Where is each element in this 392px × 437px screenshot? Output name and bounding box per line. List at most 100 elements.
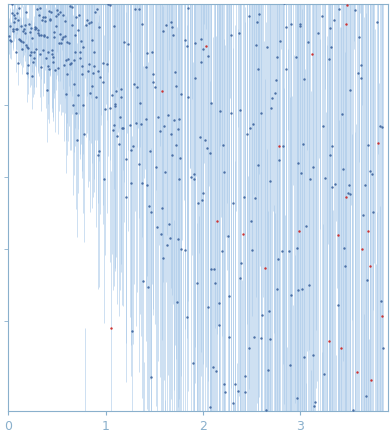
Point	[213, 368, 219, 375]
Point	[134, 83, 140, 90]
Point	[210, 364, 216, 371]
Point	[236, 29, 242, 36]
Point	[230, 199, 236, 206]
Point	[72, 49, 78, 55]
Point	[57, 30, 63, 37]
Point	[167, 235, 173, 242]
Point	[195, 200, 201, 207]
Point	[155, 114, 162, 121]
Point	[7, 22, 13, 29]
Point	[29, 34, 36, 41]
Point	[74, 136, 80, 143]
Point	[69, 3, 76, 10]
Point	[219, 247, 225, 254]
Point	[67, 3, 73, 10]
Point	[92, 8, 98, 15]
Point	[200, 45, 206, 52]
Point	[227, 31, 234, 38]
Point	[31, 55, 37, 62]
Point	[283, 24, 289, 31]
Point	[39, 16, 45, 23]
Point	[32, 24, 38, 31]
Point	[294, 245, 300, 252]
Point	[12, 14, 18, 21]
Point	[329, 183, 336, 190]
Point	[165, 112, 171, 119]
Point	[47, 16, 53, 23]
Point	[167, 131, 174, 138]
Point	[73, 13, 79, 20]
Point	[205, 53, 211, 60]
Point	[130, 142, 136, 149]
Point	[294, 395, 300, 402]
Point	[266, 308, 272, 315]
Point	[11, 18, 17, 25]
Point	[100, 59, 107, 66]
Point	[147, 374, 154, 381]
Point	[127, 121, 133, 128]
Point	[27, 28, 33, 35]
Point	[310, 352, 316, 359]
Point	[160, 27, 166, 34]
Point	[36, 11, 42, 18]
Point	[344, 1, 350, 8]
Point	[38, 31, 45, 38]
Point	[185, 5, 191, 12]
Point	[85, 61, 92, 68]
Point	[9, 28, 16, 35]
Point	[214, 218, 220, 225]
Point	[178, 245, 185, 252]
Point	[377, 122, 383, 129]
Point	[28, 25, 34, 32]
Point	[7, 37, 14, 44]
Point	[254, 19, 260, 26]
Point	[136, 6, 142, 13]
Point	[14, 9, 20, 16]
Point	[274, 54, 281, 61]
Point	[40, 46, 46, 53]
Point	[133, 120, 139, 127]
Point	[8, 1, 15, 8]
Point	[369, 171, 375, 178]
Point	[110, 126, 116, 133]
Point	[159, 205, 165, 212]
Point	[328, 43, 334, 50]
Point	[365, 141, 371, 148]
Point	[176, 176, 182, 183]
Point	[297, 21, 303, 28]
Point	[88, 19, 94, 26]
Point	[109, 91, 115, 98]
Point	[36, 5, 43, 12]
Point	[199, 197, 205, 204]
Point	[162, 169, 168, 176]
Point	[265, 366, 272, 373]
Point	[226, 334, 232, 341]
Point	[379, 124, 385, 131]
Point	[331, 17, 338, 24]
Point	[145, 283, 151, 290]
Point	[372, 428, 378, 435]
Point	[79, 62, 85, 69]
Point	[85, 68, 91, 75]
Point	[295, 287, 301, 294]
Point	[370, 208, 376, 215]
Point	[17, 36, 23, 43]
Point	[78, 70, 85, 77]
Point	[78, 38, 84, 45]
Point	[182, 36, 189, 43]
Point	[347, 87, 353, 94]
Point	[139, 180, 145, 187]
Point	[13, 26, 20, 33]
Point	[65, 40, 72, 47]
Point	[286, 248, 292, 255]
Point	[198, 58, 204, 65]
Point	[368, 377, 375, 384]
Point	[315, 30, 321, 37]
Point	[238, 259, 244, 266]
Point	[212, 280, 218, 287]
Point	[276, 157, 283, 164]
Point	[255, 161, 261, 168]
Point	[336, 6, 343, 13]
Point	[70, 101, 76, 108]
Point	[152, 164, 159, 171]
